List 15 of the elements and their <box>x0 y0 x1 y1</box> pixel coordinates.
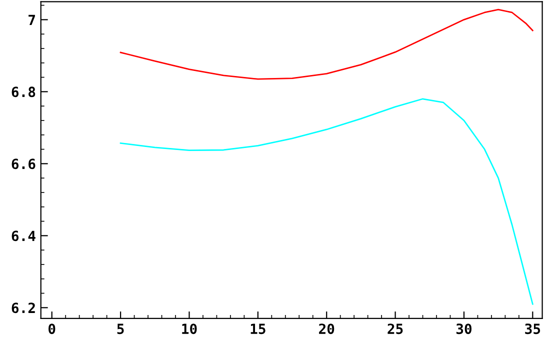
x-tick-label: 10 <box>182 324 197 334</box>
x-tick-label: 25 <box>388 324 403 334</box>
x-tick-label: 15 <box>250 324 266 334</box>
x-tick-label: 5 <box>117 324 124 334</box>
x-tick-label: 35 <box>525 324 540 334</box>
y-tick-label: 7 <box>28 14 35 25</box>
x-tick-label: 20 <box>319 324 334 334</box>
y-tick-label: 6.4 <box>12 230 36 242</box>
x-tick-label: 30 <box>456 324 472 334</box>
x-tick-label: 0 <box>48 324 56 334</box>
y-tick-label: 6.6 <box>12 158 36 170</box>
y-tick-label: 6.8 <box>12 86 36 98</box>
line-series <box>120 8 534 80</box>
line-series <box>120 98 534 305</box>
y-tick-label: 6.2 <box>12 302 35 314</box>
